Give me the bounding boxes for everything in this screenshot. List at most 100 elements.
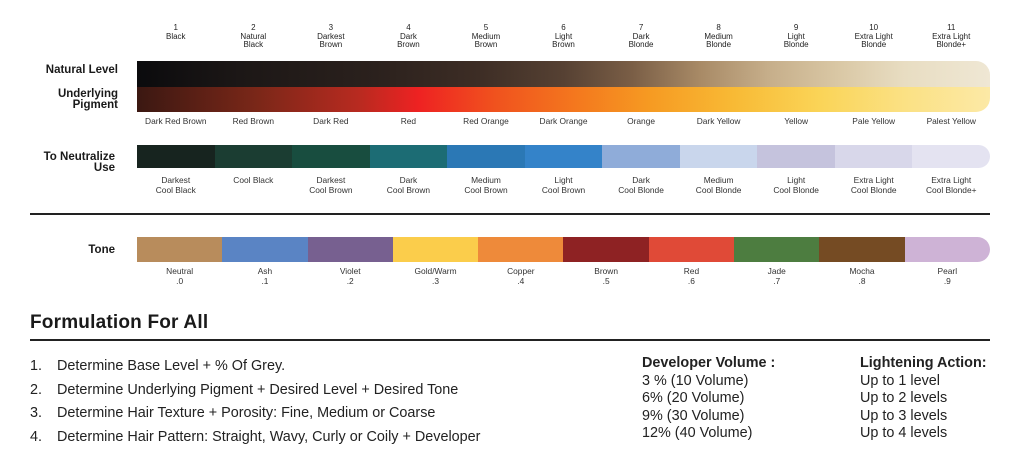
neutralize-swatch (912, 145, 990, 168)
tone-swatch-label: Ash .1 (257, 266, 273, 286)
pigment-label: Dark Yellow (696, 116, 741, 126)
formulation-steps: 1. Determine Base Level + % Of Grey. 2. Det… (30, 355, 630, 449)
developer-volume-item: 12% (40 Volume) (642, 425, 753, 442)
level-label: 2 Natural Black (240, 23, 267, 50)
formulation-title: Formulation For All (30, 312, 209, 333)
underlying-pigment-gradient (137, 87, 990, 112)
tone-swatch-label: Red .6 (683, 266, 700, 286)
pigment-label: Red Orange (463, 116, 509, 126)
step-text: Determine Base Level + % Of Grey. (57, 358, 286, 374)
underlying-pigment-label: Underlying Pigment (57, 88, 118, 111)
tone-swatch-label: Neutral .0 (166, 266, 194, 286)
neutralize-swatch-label: Light Cool Blonde (773, 175, 819, 195)
neutralize-swatch (369, 145, 448, 168)
level-label: 3 Darkest Brown (317, 23, 345, 50)
neutralize-swatch (757, 145, 835, 168)
neutralize-swatch (834, 145, 913, 168)
tone-swatch-label: Pearl .9 (937, 266, 958, 286)
tone-swatch (478, 237, 564, 262)
neutralize-label: To Neutralize Use (43, 151, 115, 174)
neutralize-swatch (602, 145, 680, 168)
neutralize-swatch-label: Darkest Cool Black (155, 175, 196, 195)
neutralize-swatch-label: Extra Light Cool Blonde+ (925, 175, 977, 195)
tone-swatch-label: Brown .5 (594, 266, 618, 286)
tone-swatch (734, 237, 820, 262)
pigment-label: Red (400, 116, 417, 126)
tone-swatch (819, 237, 905, 262)
lightening-action-item: Up to 1 level (860, 372, 940, 389)
lightening-action-item: Up to 4 levels (860, 425, 948, 442)
step-text: Determine Hair Texture + Porosity: Fine,… (57, 405, 436, 422)
step-number: 4. (30, 428, 43, 445)
level-label: 9 Light Blonde (783, 23, 809, 50)
level-label: 1 Black (165, 23, 186, 41)
lightening-action-title: Lightening Action: (860, 355, 987, 371)
tone-swatch-label: Violet .2 (339, 266, 361, 286)
neutralize-swatch-label: Dark Cool Brown (386, 175, 431, 195)
pigment-label: Pale Yellow (852, 116, 896, 126)
developer-volume-item: 9% (30 Volume) (642, 407, 745, 424)
tone-swatch (307, 237, 393, 262)
step-text: Determine Underlying Pigment + Desired L… (57, 381, 459, 398)
neutralize-swatch (447, 145, 525, 168)
pigment-label: Palest Yellow (926, 116, 976, 126)
level-header-row: 1 Black 2 Natural Black 3 Darkest Brown 4 D… (137, 23, 990, 56)
lightening-action-item: Up to 2 levels (860, 390, 948, 407)
tone-swatch-label: Mocha .8 (849, 266, 875, 286)
neutralize-swatch (292, 145, 370, 168)
tone-swatch-label: Gold/Warm .3 (414, 266, 457, 286)
tone-swatch (904, 237, 990, 262)
formulation-step: 4. Determine Hair Pattern: Straight, Wavy… (30, 426, 630, 450)
tone-swatch (392, 237, 479, 262)
tone-swatch (222, 237, 308, 262)
pigment-label: Red Brown (232, 116, 275, 126)
formulation-divider (30, 339, 990, 341)
neutralize-swatch-label: Cool Black (233, 175, 274, 185)
step-number: 1. (30, 358, 43, 374)
neutralize-bar (137, 145, 990, 168)
neutralize-swatch-label: Extra Light Cool Blonde (850, 175, 897, 195)
pigment-label: Yellow (784, 116, 809, 126)
lightening-action-column: Lightening Action: Up to 1 level Up to 2 … (860, 355, 987, 443)
tone-swatch-label: Copper .4 (507, 266, 535, 286)
tone-bar (137, 237, 990, 262)
step-text: Determine Hair Pattern: Straight, Wavy, … (57, 428, 481, 445)
pigment-label: Dark Red Brown (145, 116, 207, 126)
neutralize-swatch (524, 145, 603, 168)
level-label: 4 Dark Brown (397, 23, 420, 50)
neutralize-swatch-label: Light Cool Brown (541, 175, 586, 195)
neutralize-swatch-label: Darkest Cool Brown (309, 175, 353, 195)
step-number: 3. (30, 405, 43, 422)
level-label: 5 Medium Brown (471, 23, 501, 50)
tone-swatch (648, 237, 735, 262)
neutralize-swatch (679, 145, 758, 168)
tone-label: Tone (88, 244, 115, 256)
developer-volume-item: 3 % (10 Volume) (642, 372, 749, 389)
tone-swatch (563, 237, 649, 262)
level-label: 6 Light Brown (552, 23, 575, 50)
neutralize-swatch (214, 145, 293, 168)
level-label: 11 Extra Light Blonde+ (932, 23, 971, 50)
pigment-label: Orange (627, 116, 656, 126)
neutralize-swatch-label: Medium Cool Brown (464, 175, 508, 195)
level-label: 10 Extra Light Blonde (854, 23, 893, 50)
formulation-step: 1. Determine Base Level + % Of Grey. (30, 355, 630, 379)
underlying-pigment-labels: Dark Red Brown Red Brown Dark Red Red Red Or… (137, 116, 990, 127)
natural-level-gradient (137, 61, 990, 87)
tone-swatch (137, 237, 223, 262)
step-number: 2. (30, 381, 43, 398)
developer-volume-title: Developer Volume : (642, 355, 776, 371)
neutralize-swatch-label: Dark Cool Blonde (618, 175, 664, 195)
level-label: 8 Medium Blonde (704, 23, 733, 50)
pigment-label: Dark Orange (539, 116, 588, 126)
tone-labels: Neutral .0 Ash .1 Violet .2 Gold/Warm .3 Cop… (137, 266, 990, 286)
section-divider (30, 213, 990, 215)
developer-volume-item: 6% (20 Volume) (642, 390, 745, 407)
neutralize-swatch (137, 145, 215, 168)
tone-swatch-label: Jade .7 (767, 266, 786, 286)
formulation-step: 2. Determine Underlying Pigment + Desired… (30, 379, 630, 403)
level-label: 7 Dark Blonde (628, 23, 654, 50)
developer-volume-column: Developer Volume : 3 % (10 Volume) 6% (20… (642, 355, 775, 443)
pigment-label: Dark Red (313, 116, 349, 126)
lightening-action-item: Up to 3 levels (860, 407, 948, 424)
